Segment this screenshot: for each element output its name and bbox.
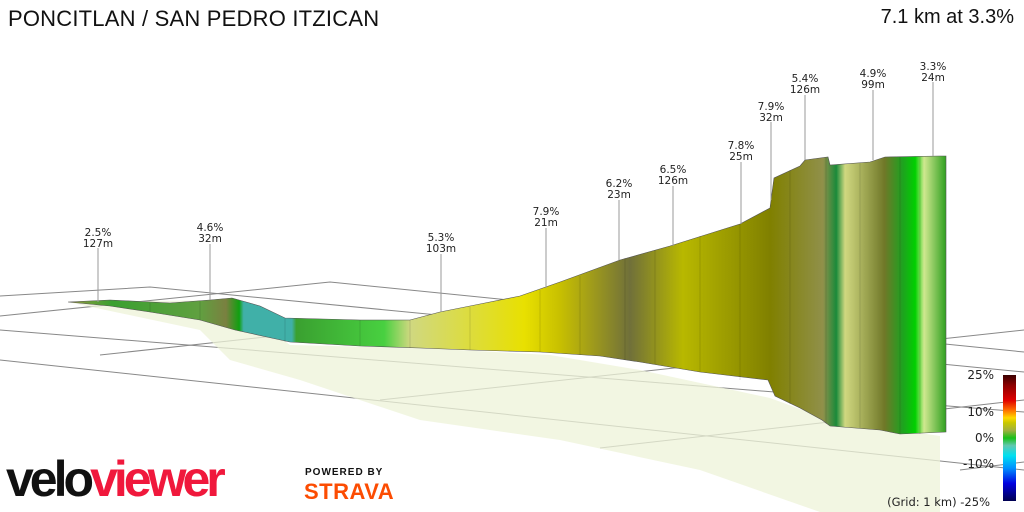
- profile-stripes: [149, 157, 921, 434]
- annotation-length: 32m: [759, 112, 783, 124]
- profile-wall: [67, 155, 947, 435]
- powered-by-label: POWERED BY: [305, 467, 384, 478]
- annotation-length: 25m: [729, 151, 753, 163]
- annotation-length: 21m: [534, 217, 558, 229]
- segment-annotations: 2.5% 127m 4.6% 32m 5.3% 103m 7.9% 21m 6.…: [83, 61, 946, 255]
- climb-summary: 7.1 km at 3.3%: [880, 6, 1014, 28]
- grid-scale-note: (Grid: 1 km) -25%: [887, 495, 990, 509]
- annotation-pct: 4.6%: [197, 222, 224, 234]
- annotation-length: 126m: [790, 84, 820, 96]
- annotation-pct: 6.5%: [660, 164, 687, 176]
- logo-viewer-text: viewer: [90, 451, 226, 507]
- annotation-pct: 7.8%: [728, 140, 755, 152]
- legend-tick-10: 10%: [967, 405, 994, 419]
- annotation-lines: [97, 82, 934, 312]
- annotation-length: 127m: [83, 238, 113, 250]
- logo-velo-text: velo: [6, 451, 94, 507]
- profile-shadow: [68, 300, 940, 512]
- grid-note-text: (Grid: 1 km): [887, 495, 957, 509]
- annotation-pct: 2.5%: [85, 227, 112, 239]
- strava-logo: STRAVA: [304, 479, 395, 504]
- legend-tick-minus-25: -25%: [960, 495, 990, 509]
- annotation-pct: 5.4%: [792, 73, 819, 85]
- annotation-pct: 6.2%: [606, 178, 633, 190]
- veloviewer-logo: veloviewer: [6, 451, 226, 507]
- annotation-pct: 5.3%: [428, 232, 455, 244]
- legend-tick-minus-10: -10%: [962, 457, 994, 471]
- annotation-length: 99m: [861, 79, 885, 91]
- annotation-pct: 3.3%: [920, 61, 947, 73]
- gradient-colorbar: [1003, 375, 1016, 501]
- annotation-length: 126m: [658, 175, 688, 187]
- annotation-pct: 4.9%: [860, 68, 887, 80]
- legend-tick-0: 0%: [974, 431, 994, 445]
- annotation-length: 32m: [198, 233, 222, 245]
- annotation-length: 23m: [607, 189, 631, 201]
- annotation-pct: 7.9%: [758, 101, 785, 113]
- legend-tick-25: 25%: [967, 368, 994, 382]
- annotation-length: 24m: [921, 72, 945, 84]
- page-title: PONCITLAN / SAN PEDRO ITZICAN: [8, 6, 380, 31]
- annotation-length: 103m: [426, 243, 456, 255]
- annotation-pct: 7.9%: [533, 206, 560, 218]
